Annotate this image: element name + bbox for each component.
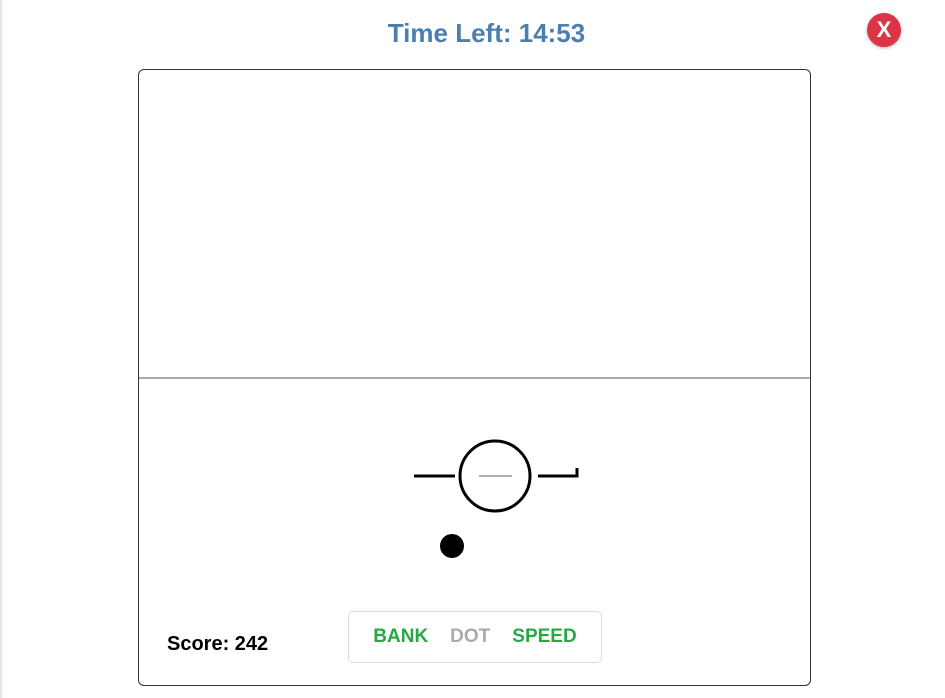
mode-panel: BANK DOT SPEED xyxy=(348,611,602,663)
target-dot xyxy=(440,534,464,558)
time-left: Time Left: 14:53 xyxy=(387,18,586,48)
window-edge xyxy=(0,0,2,698)
mode-dot[interactable]: DOT xyxy=(450,626,491,647)
score: Score: 242 xyxy=(167,633,269,655)
close-button[interactable]: X xyxy=(867,13,901,47)
game-area: Score: 242 BANK DOT SPEED xyxy=(138,69,811,686)
right-wing xyxy=(538,468,579,478)
mode-bank[interactable]: BANK xyxy=(373,626,429,647)
mode-speed[interactable]: SPEED xyxy=(512,626,577,647)
horizon-line xyxy=(139,377,810,379)
attitude-indicator xyxy=(414,439,579,558)
center-circle xyxy=(458,439,532,513)
